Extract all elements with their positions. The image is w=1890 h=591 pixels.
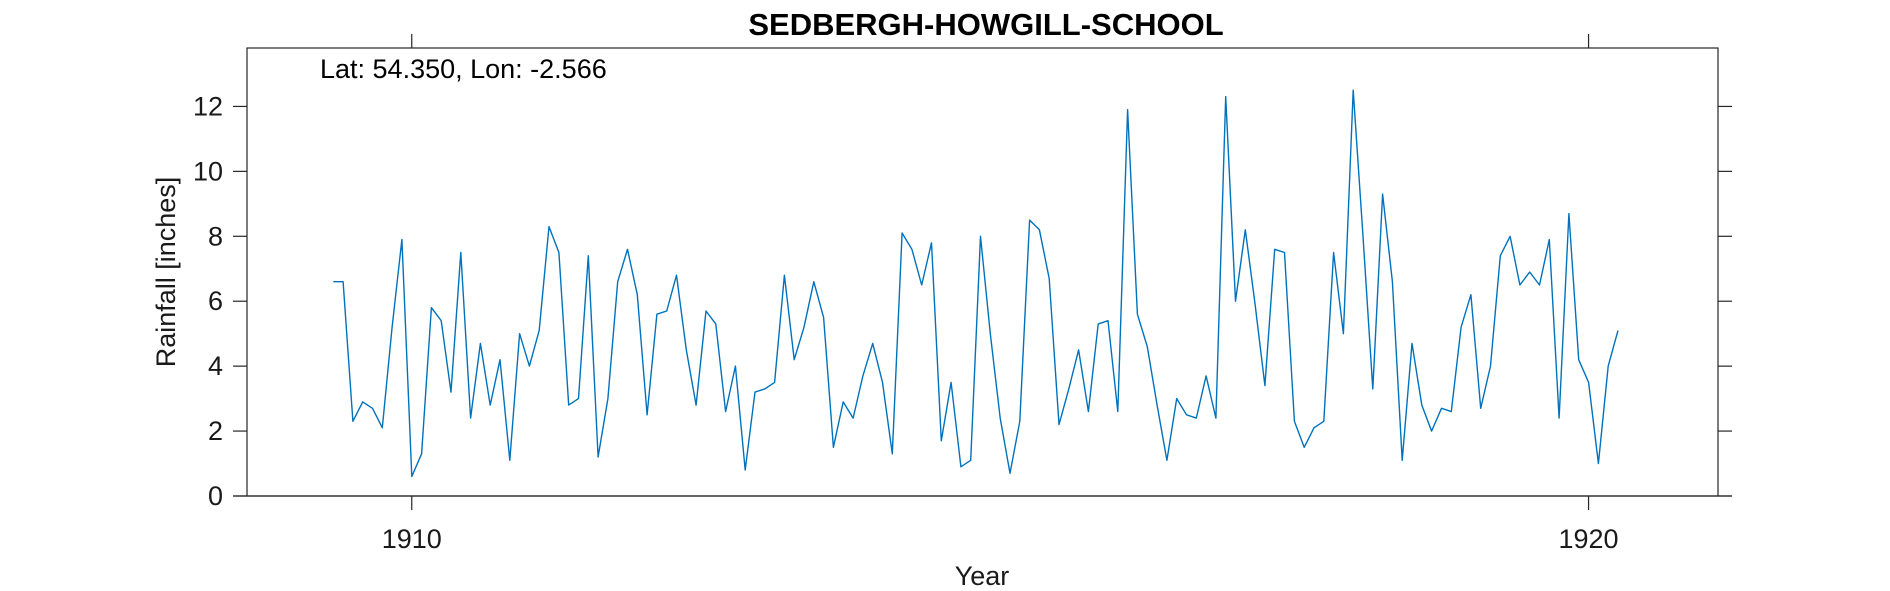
x-tick-label: 1920 xyxy=(1559,524,1619,554)
y-tick-label: 10 xyxy=(193,156,223,186)
axes: 0 2 4 6 8 10 12 1910 1920 xyxy=(193,34,1732,554)
location-annotation: Lat: 54.350, Lon: -2.566 xyxy=(320,54,607,84)
y-tick-label: 8 xyxy=(208,221,223,251)
y-tick-label: 0 xyxy=(208,481,223,511)
plot-area xyxy=(247,48,1718,496)
series-layer xyxy=(333,89,1619,478)
y-axis-label: Rainfall [inches] xyxy=(151,177,181,368)
chart-title: SEDBERGH-HOWGILL-SCHOOL xyxy=(748,7,1223,42)
rainfall-series-line xyxy=(333,89,1619,478)
y-tick-label: 6 xyxy=(208,286,223,316)
x-tick-label: 1910 xyxy=(382,524,442,554)
x-axis-label: Year xyxy=(955,561,1010,591)
y-tick-label: 4 xyxy=(208,351,223,381)
y-tick-label: 12 xyxy=(193,91,223,121)
y-tick-label: 2 xyxy=(208,416,223,446)
